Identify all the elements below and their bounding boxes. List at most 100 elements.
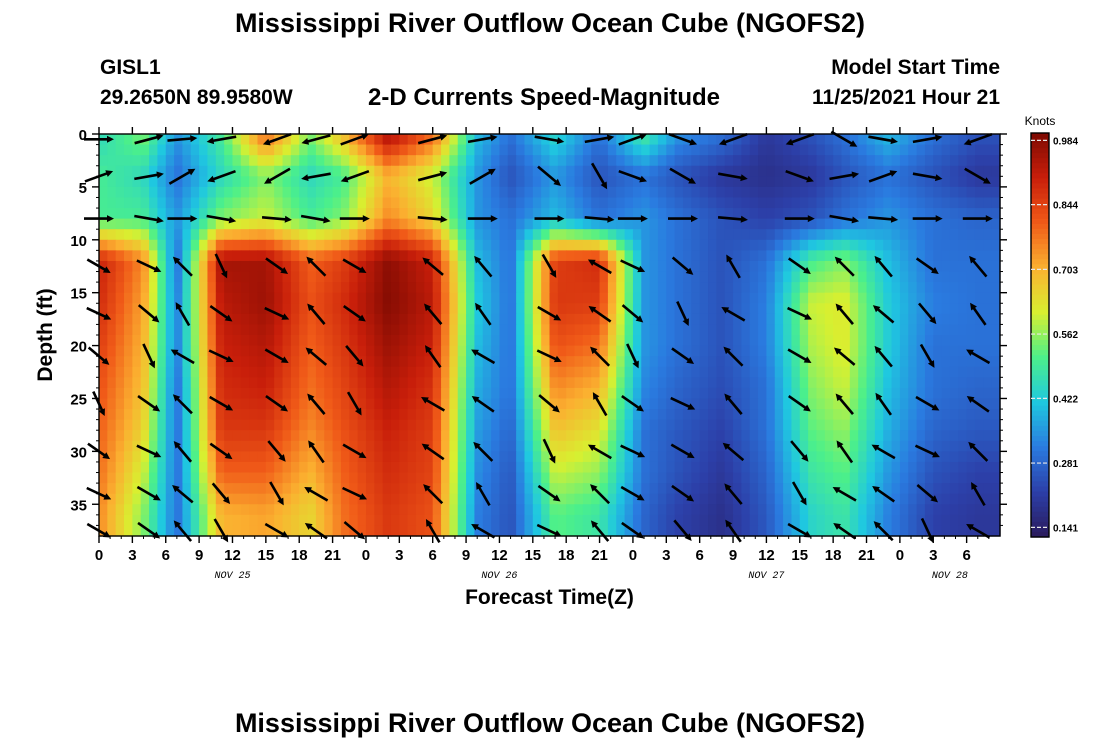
heatmap-cell [716,419,726,431]
heatmap-cell [607,514,617,527]
heatmap-cell [657,345,667,357]
heatmap-cell [849,229,859,241]
heatmap-cell [791,472,801,484]
current-arrow [134,171,164,181]
heatmap-cell [249,271,259,283]
heatmap-cell [432,186,442,199]
heatmap-cell [758,398,767,410]
heatmap-cell [407,493,417,505]
current-arrow [833,347,856,366]
heatmap-cell [432,461,442,474]
heatmap-cell [240,271,250,283]
heatmap-cell [299,165,309,177]
heatmap-cell [215,250,225,262]
heatmap-cell [591,303,601,315]
heatmap-cell [657,514,667,527]
heatmap-cell [399,260,409,273]
heatmap-cell [799,514,809,527]
heatmap-cell [674,176,684,188]
current-arrow [87,442,111,460]
heatmap-cell [299,398,309,410]
heatmap-cell [374,366,384,378]
heatmap-cell [858,282,868,294]
heatmap-cell [115,197,125,209]
heatmap-cell [382,430,392,442]
heatmap-cell [282,303,292,315]
heatmap-cell [632,419,642,431]
colorbar-segment [1031,441,1049,447]
heatmap-cell [883,493,893,505]
heatmap-cell [449,356,459,368]
heatmap-cell [549,165,559,177]
heatmap-cell [382,134,392,146]
heatmap-cell [816,419,826,431]
heatmap-cell [816,440,826,452]
heatmap-cell [507,377,517,389]
heatmap-cell [324,155,334,167]
heatmap-cell [516,504,526,516]
heatmap-cell [474,208,484,220]
colorbar-segment [1031,244,1049,250]
heatmap-cell [424,186,434,199]
heatmap-cell [474,461,484,474]
heatmap-cell [115,366,125,378]
heatmap-cell [774,303,784,315]
heatmap-cell [799,144,809,156]
heatmap-cell [758,197,767,209]
heatmap-cell [499,144,509,156]
heatmap-cell [349,440,359,452]
current-arrow [726,254,741,279]
heatmap-cell [115,324,125,336]
heatmap-cell [416,525,425,537]
heatmap-cell [416,134,425,146]
heatmap-cell [574,313,584,326]
heatmap-cell [591,229,601,241]
heatmap-cell [407,409,417,421]
heatmap-cell [107,292,117,304]
heatmap-cell [708,250,717,262]
heatmap-cell [224,514,234,527]
heatmap-cell [783,483,793,495]
heatmap-cell [290,292,300,304]
heatmap-cell [99,461,108,474]
heatmap-cell [324,324,334,336]
heatmap-cell [699,366,709,378]
heatmap-cell [983,398,993,410]
heatmap-cell [365,324,375,336]
heatmap-cell [549,292,559,304]
heatmap-cell [708,483,717,495]
heatmap-cell [891,303,901,315]
heatmap-cell [132,282,142,294]
heatmap-cell [774,377,784,389]
colorbar-segment [1031,269,1049,275]
heatmap-cell [849,155,859,167]
arrow-shaft [134,214,162,222]
heatmap-cell [349,345,359,357]
heatmap-cell [849,451,859,463]
heatmap-cell [691,250,701,262]
heatmap-cell [566,504,576,516]
heatmap-cell [516,165,526,177]
heatmap-cell [416,440,425,452]
heatmap-cell [541,461,551,474]
heatmap-cell [591,208,601,220]
heatmap-cell [232,472,242,484]
heatmap-cell [532,504,542,516]
heatmap-cell [783,419,793,431]
heatmap-cell [566,197,576,209]
heatmap-cell [841,514,851,527]
heatmap-cell [708,356,717,368]
heatmap-cell [899,144,909,156]
heatmap-cell [524,144,534,156]
heatmap-cell [783,356,793,368]
heatmap-cell [891,472,901,484]
heatmap-cell [390,176,400,188]
heatmap-cell [991,493,1001,505]
arrow-head [173,520,181,528]
heatmap-cell [899,176,909,188]
current-arrow [829,171,860,181]
heatmap-cell [157,525,167,537]
heatmap-cell [466,155,476,167]
heatmap-cell [365,292,375,304]
heatmap-cell [933,197,943,209]
